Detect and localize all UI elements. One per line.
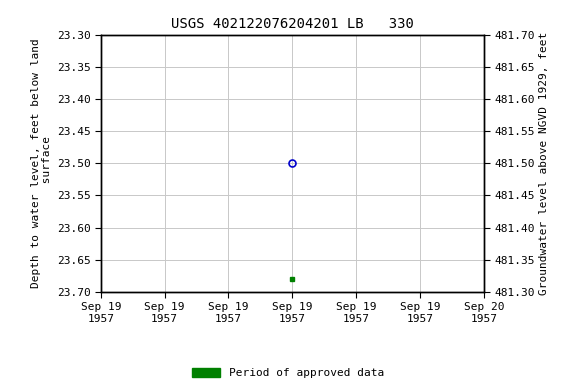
Title: USGS 402122076204201 LB   330: USGS 402122076204201 LB 330 — [171, 17, 414, 31]
Legend: Period of approved data: Period of approved data — [192, 368, 384, 379]
Y-axis label: Groundwater level above NGVD 1929, feet: Groundwater level above NGVD 1929, feet — [539, 31, 549, 295]
Y-axis label: Depth to water level, feet below land
 surface: Depth to water level, feet below land su… — [31, 38, 52, 288]
